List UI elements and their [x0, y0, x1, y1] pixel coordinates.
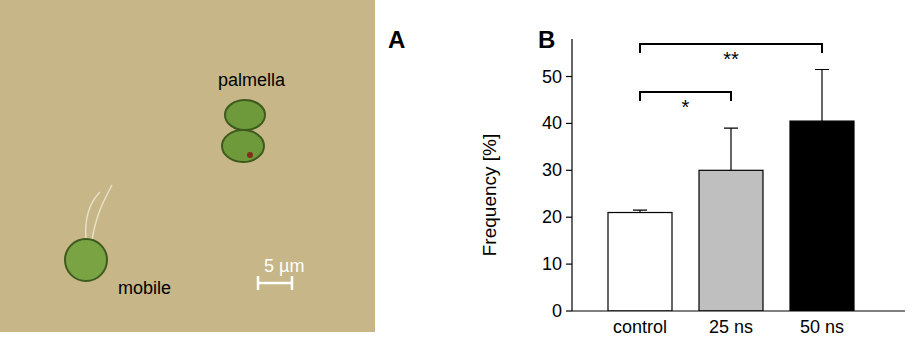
- panel-letter: A: [388, 26, 405, 53]
- x-tick-label: 50 ns: [800, 317, 844, 337]
- x-tick-label: control: [613, 317, 667, 337]
- y-tick: [566, 217, 572, 218]
- micrograph: palmella mobile 5 µm: [0, 0, 375, 332]
- error-bar: [633, 210, 647, 212]
- image-label: mobile: [118, 278, 171, 298]
- y-tick-label: 50: [542, 67, 562, 87]
- y-tick: [566, 123, 572, 124]
- y-tick: [566, 76, 572, 77]
- bar: [608, 213, 672, 311]
- significance-label: *: [682, 96, 690, 118]
- cell: [225, 100, 265, 130]
- y-tick-label: 40: [542, 113, 562, 133]
- bar: [699, 170, 763, 311]
- image-label: palmella: [218, 70, 286, 90]
- error-bar: [724, 128, 738, 170]
- image-background: [0, 0, 375, 332]
- bars: [608, 69, 854, 311]
- cell: [65, 239, 107, 281]
- y-axis: [571, 39, 572, 311]
- scale-bar: [258, 276, 292, 290]
- error-bar: [815, 69, 829, 121]
- cell: [222, 130, 264, 162]
- y-axis-title: Frequency [%]: [479, 134, 500, 257]
- significance-label: **: [723, 48, 739, 70]
- y-tick: [566, 170, 572, 171]
- y-tick-label: 0: [552, 301, 562, 321]
- bar: [790, 121, 854, 311]
- flagellum: [86, 192, 100, 240]
- y-tick: [566, 310, 572, 311]
- figure: palmella mobile 5 µm A B 0 10 20 30 40 50 control 25…: [0, 0, 912, 340]
- flagellum: [92, 185, 112, 240]
- panel-letter: B: [538, 26, 555, 53]
- y-tick-label: 10: [542, 254, 562, 274]
- y-tick: [566, 264, 572, 265]
- y-tick-label: 30: [542, 160, 562, 180]
- scale-label: 5 µm: [264, 256, 304, 276]
- eyespot: [247, 152, 253, 158]
- y-tick-label: 20: [542, 207, 562, 227]
- x-tick-label: 25 ns: [709, 317, 753, 337]
- x-axis: [572, 310, 905, 311]
